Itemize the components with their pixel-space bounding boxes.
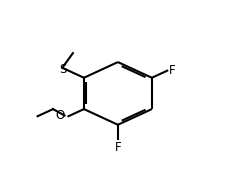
Text: S: S — [59, 63, 67, 76]
Text: F: F — [114, 141, 121, 154]
Text: F: F — [168, 64, 175, 77]
Text: O: O — [55, 109, 64, 122]
